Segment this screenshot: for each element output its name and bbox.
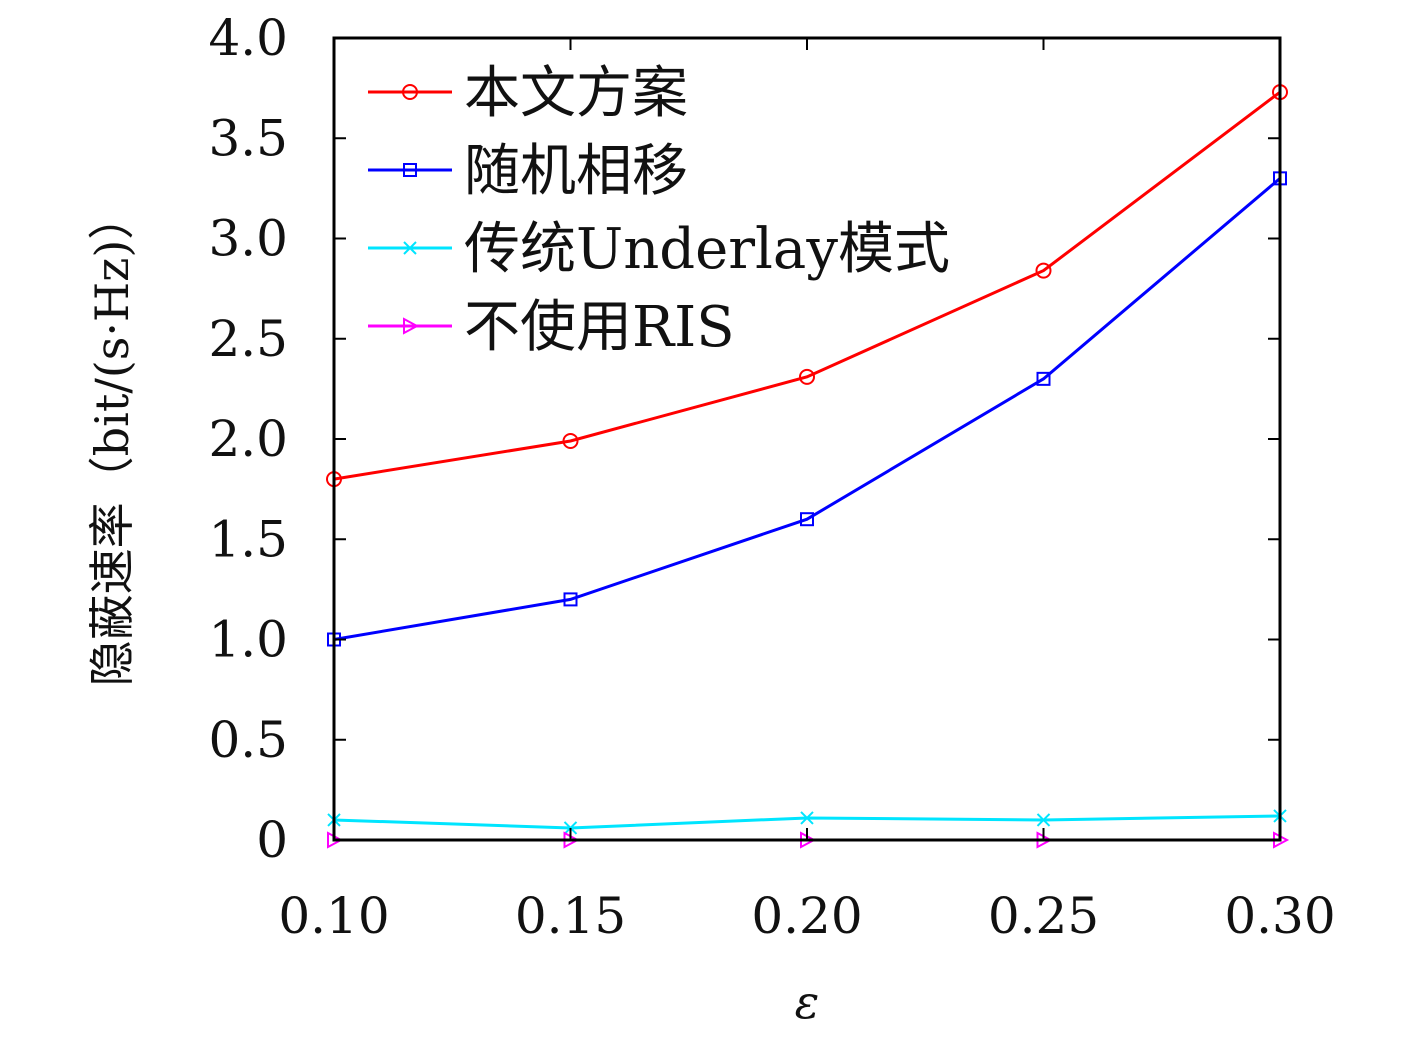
legend-entry: 本文方案: [368, 61, 688, 126]
series-2: [327, 809, 1287, 835]
x-tick-label: 0.15: [515, 887, 626, 945]
legend-label: 本文方案: [464, 61, 688, 126]
data-point-x: [563, 821, 578, 835]
data-point-circle: [1035, 262, 1052, 279]
data-point-square: [800, 512, 814, 527]
y-tick-label: 3.0: [208, 210, 288, 268]
data-point-circle: [402, 84, 418, 100]
series-1: [327, 171, 1287, 647]
ticks-layer: 0 0.5 1.0 1.5 2.0 2.5 3.0 3.5 4.0 0.10 0.15 0.20 0.2…: [208, 9, 1335, 945]
data-point-circle: [562, 433, 579, 450]
x-tick-label: 0.20: [751, 887, 862, 945]
legend-entry: 传统Underlay模式: [368, 217, 950, 282]
y-tick-label: 4.0: [208, 9, 288, 67]
y-tick-label: 1.5: [208, 510, 288, 568]
data-point-x: [1036, 813, 1051, 827]
legend-entry: 随机相移: [368, 139, 688, 204]
legend-label: 不使用RIS: [464, 295, 735, 360]
series-line: [333, 90, 1281, 481]
y-tick-label: 3.5: [208, 109, 288, 167]
data-point-triangle: [403, 317, 420, 335]
x-tick-label: 0.30: [1224, 887, 1335, 945]
y-tick-label: 0: [256, 811, 288, 869]
legend-label: 传统Underlay模式: [464, 217, 950, 282]
data-point-x: [800, 811, 814, 825]
series-line: [333, 177, 1281, 641]
y-tick-label: 1.0: [208, 611, 288, 669]
data-point-square: [563, 592, 578, 607]
x-tick-label: 0.10: [278, 887, 389, 945]
x-tick-label: 0.25: [988, 887, 1099, 945]
y-tick-label: 2.0: [208, 410, 288, 468]
data-point-square: [1036, 371, 1051, 386]
y-tick-label: 2.5: [208, 310, 288, 368]
legend-label: 随机相移: [464, 139, 688, 204]
data-point-square: [403, 163, 417, 177]
data-point-x: [403, 241, 417, 255]
y-axis-label: 隐蔽速率（bit/(s·Hz)）: [85, 194, 139, 687]
y-tick-label: 0.5: [208, 711, 288, 769]
x-axis-label: ε: [795, 975, 820, 1029]
legend-entry: 不使用RIS: [368, 295, 735, 360]
data-point-circle: [799, 368, 815, 385]
